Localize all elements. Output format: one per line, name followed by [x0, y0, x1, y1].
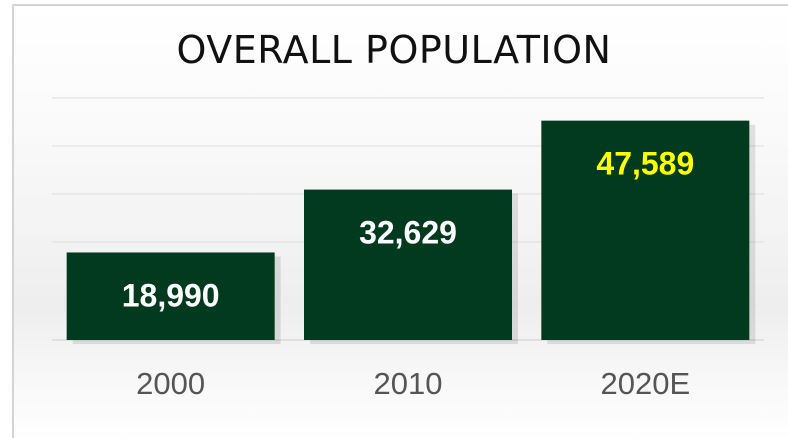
chart-title: OVERALL POPULATION [176, 28, 612, 72]
bar-2010 [304, 189, 512, 340]
value-label-2020E: 47,589 [596, 146, 694, 182]
x-tick-2000: 2000 [136, 366, 205, 401]
x-tick-2020E: 2020E [601, 366, 691, 401]
value-label-2010: 32,629 [359, 215, 457, 251]
x-tick-2010: 2010 [374, 366, 443, 401]
bar-2000 [66, 252, 275, 340]
value-label-2000: 18,990 [122, 277, 220, 313]
bar-2020E [541, 120, 750, 340]
